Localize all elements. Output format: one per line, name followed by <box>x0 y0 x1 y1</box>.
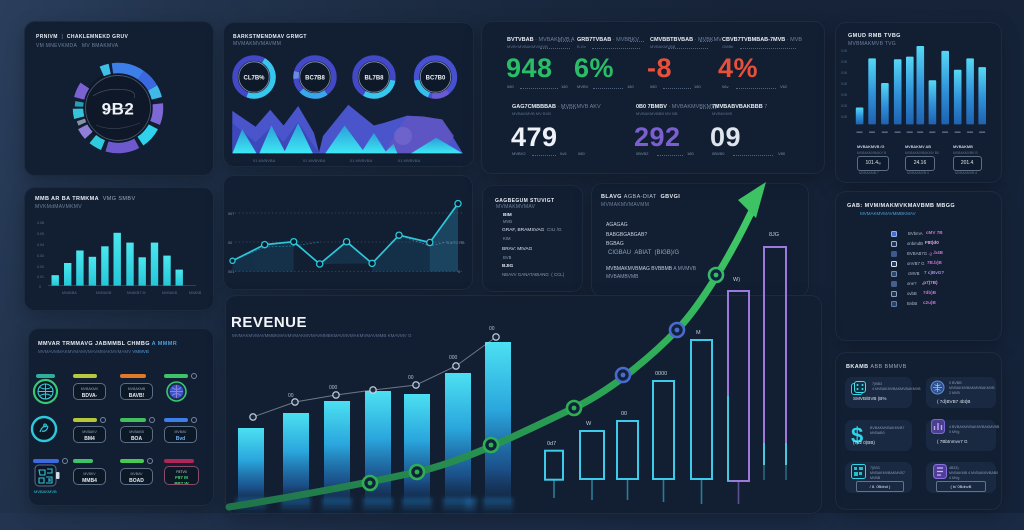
svg-text:MVAKB: MVAKB <box>189 291 202 295</box>
svg-text:0.02: 0.02 <box>37 265 44 269</box>
svg-text:000: 000 <box>329 385 338 391</box>
svg-text:0.00: 0.00 <box>841 82 847 86</box>
svg-text:0000: 0000 <box>655 371 667 377</box>
svg-text:$: $ <box>851 423 863 447</box>
svg-text:8JG: 8JG <box>769 232 779 238</box>
svg-text:01 MVBVBA: 01 MVBVBA <box>303 158 326 163</box>
svg-text:0: 0 <box>39 285 41 289</box>
svg-text:01 MVBVBA: 01 MVBVBA <box>350 158 373 163</box>
svg-text:CL7B%: CL7B% <box>243 76 265 82</box>
svg-text:MVAKBT M: MVAKBT M <box>127 291 145 295</box>
svg-text:0.00: 0.00 <box>841 104 847 108</box>
svg-text:0.05: 0.05 <box>37 232 44 236</box>
svg-text:0.00: 0.00 <box>841 49 847 53</box>
svg-text:BC7B8: BC7B8 <box>305 76 325 82</box>
svg-text:0.00: 0.00 <box>841 60 847 64</box>
svg-text:000: 000 <box>449 355 458 361</box>
svg-text:00: 00 <box>288 393 294 399</box>
svg-text:0.08: 0.08 <box>37 221 44 225</box>
svg-text:001: 001 <box>228 270 234 274</box>
svg-text:W: W <box>586 421 592 427</box>
svg-text:0.04: 0.04 <box>37 243 44 247</box>
svg-text:BC7B0: BC7B0 <box>426 76 446 82</box>
svg-text:00: 00 <box>228 241 232 245</box>
svg-text:MVBAKB: MVBAKB <box>162 291 178 295</box>
svg-text:01 MVBVBA: 01 MVBVBA <box>253 158 276 163</box>
svg-text:00: 00 <box>408 375 414 381</box>
svg-text:0.00: 0.00 <box>841 115 847 119</box>
svg-text:0.01: 0.01 <box>37 275 44 279</box>
svg-text:MVBAGB: MVBAGB <box>96 291 112 295</box>
svg-text:0: 0 <box>458 270 460 274</box>
svg-text:0.4/7C RB: 0.4/7C RB <box>447 241 465 245</box>
svg-text:M: M <box>696 330 701 336</box>
svg-text:0.03: 0.03 <box>37 254 44 258</box>
svg-text:01 MVBVBA: 01 MVBVBA <box>398 158 421 163</box>
svg-text:0d7: 0d7 <box>547 441 556 447</box>
svg-text:W): W) <box>733 277 740 283</box>
svg-text:0.00: 0.00 <box>841 71 847 75</box>
svg-text:007: 007 <box>228 212 234 216</box>
svg-text:00: 00 <box>621 411 627 417</box>
svg-text:MVAKBA: MVAKBA <box>62 291 77 295</box>
svg-text:BL7B8: BL7B8 <box>364 76 384 82</box>
svg-text:9B2: 9B2 <box>102 100 135 119</box>
svg-text:0.00: 0.00 <box>841 93 847 97</box>
svg-text:00: 00 <box>489 326 495 332</box>
